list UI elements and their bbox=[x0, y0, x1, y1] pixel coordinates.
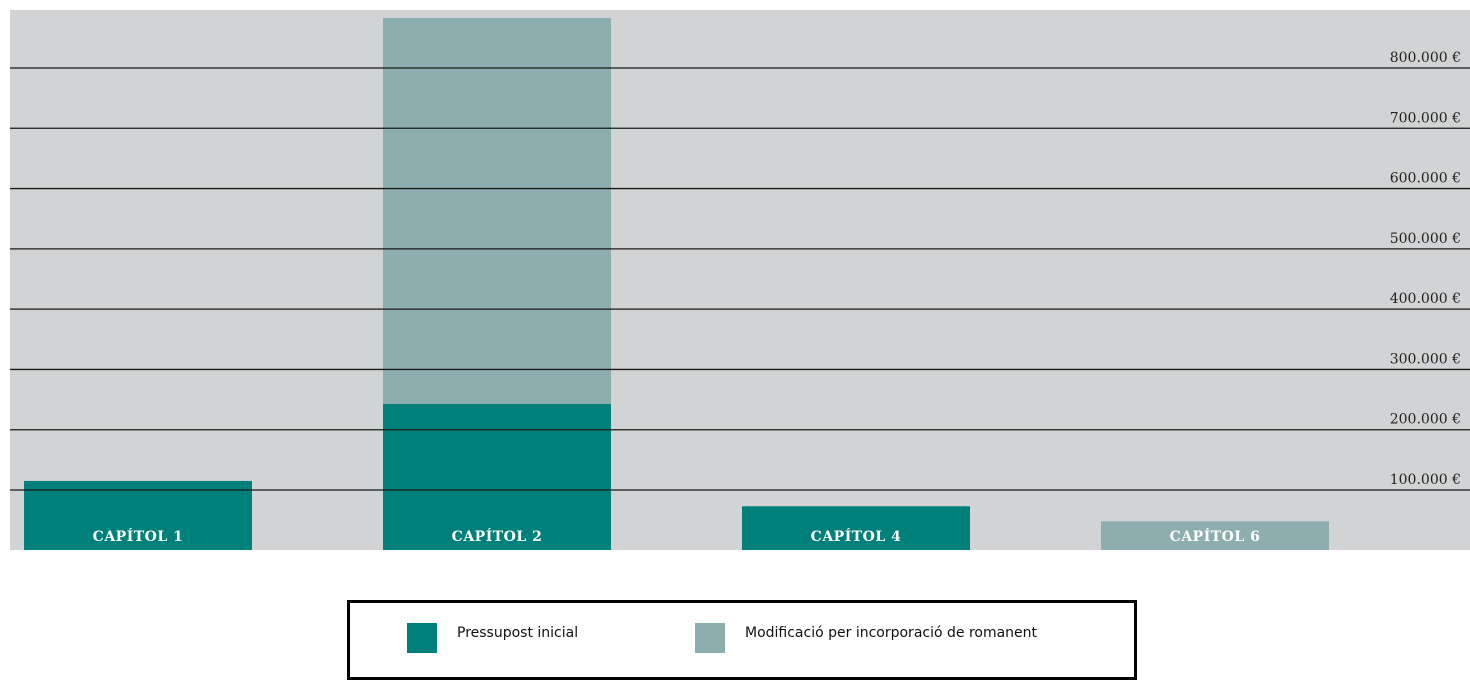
category-label-1: CAPÍTOL 1 bbox=[93, 527, 184, 545]
bar-4-series-2 bbox=[1101, 521, 1329, 550]
legend-swatch-pressupost-inicial bbox=[407, 623, 437, 653]
bar-3-series-1 bbox=[742, 506, 970, 550]
bar-1-series-1 bbox=[24, 480, 252, 550]
y-tick-label-3: 300.000 € bbox=[1390, 351, 1461, 367]
bar-2-series-2 bbox=[383, 17, 611, 404]
y-tick-label-1: 100.000 € bbox=[1390, 472, 1461, 488]
bar-2-series-1 bbox=[383, 403, 611, 550]
legend-label-modificacio: Modificació per incorporació de romanent bbox=[745, 625, 1038, 641]
category-label-2: CAPÍTOL 2 bbox=[452, 527, 543, 545]
category-label-3: CAPÍTOL 4 bbox=[811, 527, 902, 545]
y-tick-label-6: 600.000 € bbox=[1390, 171, 1461, 187]
y-tick-label-5: 500.000 € bbox=[1390, 231, 1461, 247]
plot-background bbox=[10, 10, 1470, 550]
y-tick-label-4: 400.000 € bbox=[1390, 291, 1461, 307]
y-tick-label-2: 200.000 € bbox=[1390, 412, 1461, 428]
legend: Pressupost inicial Modificació per incor… bbox=[347, 600, 1137, 680]
category-label-4: CAPÍTOL 6 bbox=[1170, 527, 1261, 545]
legend-label-pressupost-inicial: Pressupost inicial bbox=[457, 625, 579, 641]
legend-swatch-modificacio bbox=[695, 623, 725, 653]
chart: 100.000 € 200.000 € 300.000 € 400.000 € 500.… bbox=[10, 10, 1470, 550]
y-tick-label-8: 800.000 € bbox=[1390, 50, 1461, 66]
y-tick-label-7: 700.000 € bbox=[1390, 110, 1461, 126]
